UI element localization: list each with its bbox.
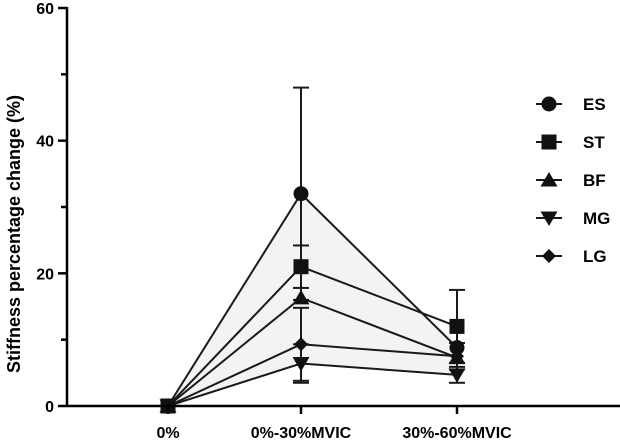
x-tick-label: 30%-60%MVIC	[402, 425, 512, 442]
y-tick-label: 60	[36, 1, 54, 18]
legend-label-bf: BF	[583, 171, 606, 190]
data-point-es	[293, 186, 309, 202]
legend-marker-lg	[542, 249, 556, 263]
legend: ES ST BF MG LG	[536, 95, 610, 266]
legend-marker-bf	[540, 172, 558, 187]
legend-marker-mg	[540, 211, 558, 226]
data-point-mg	[448, 368, 466, 383]
x-tick-label: 0%-30%MVIC	[251, 425, 352, 442]
legend-label-st: ST	[583, 133, 605, 152]
y-ticks: 0 20 40 60	[36, 1, 67, 416]
legend-label-lg: LG	[583, 247, 607, 266]
data-point-bf	[292, 289, 310, 305]
legend-label-mg: MG	[583, 209, 610, 228]
data-point-mg	[292, 357, 310, 372]
range-band	[168, 193, 457, 406]
data-point-lg	[450, 349, 464, 364]
data-point-st	[293, 259, 309, 275]
y-tick-label: 20	[36, 266, 54, 283]
data-point-es	[449, 340, 465, 356]
y-axis-title: Stiffness percentage change (%)	[4, 95, 24, 373]
legend-label-es: ES	[583, 95, 606, 114]
data-point-st	[449, 318, 465, 334]
y-tick-label: 0	[45, 399, 54, 416]
y-tick-label: 40	[36, 134, 54, 151]
legend-marker-es	[541, 96, 557, 112]
x-tick-label: 0%	[156, 425, 179, 442]
data-point-lg	[294, 337, 308, 352]
x-ticks: 0% 0%-30%MVIC 30%-60%MVIC	[156, 406, 512, 442]
legend-marker-st	[541, 134, 557, 150]
